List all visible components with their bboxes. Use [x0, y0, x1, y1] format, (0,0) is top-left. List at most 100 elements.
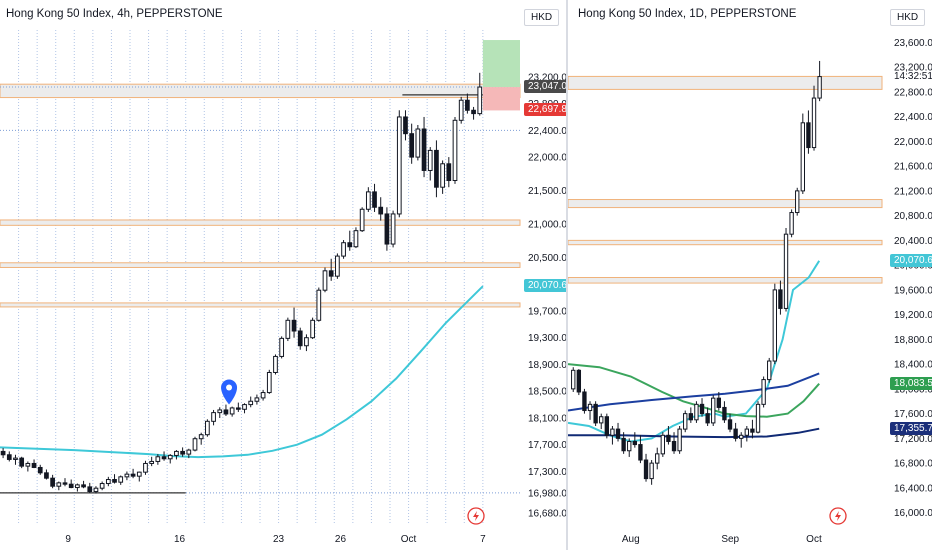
x-axis-tick-label: 9 [65, 534, 71, 545]
candle-body-bullish [772, 289, 778, 362]
candle-body-bullish [800, 122, 805, 192]
candle-body-bullish [205, 420, 210, 436]
price-tag: 23,047.0 [524, 80, 566, 94]
right-currency-label[interactable]: HKD [890, 9, 926, 26]
price-tag: 20,070.6 [524, 279, 566, 293]
candle [744, 426, 750, 442]
candle-body-bearish [409, 133, 415, 158]
left-currency-label[interactable]: HKD [524, 9, 560, 26]
candle [683, 410, 688, 433]
moving-average-line [568, 372, 820, 412]
price-tag: 22,697.8 [524, 103, 566, 117]
bar-countdown-clock: 14:32:51 [894, 70, 932, 82]
candle [722, 401, 727, 423]
candle-body-bullish [105, 479, 111, 485]
candle-body-bullish [359, 208, 365, 232]
candle-body-bearish [688, 413, 694, 421]
candle [755, 401, 761, 434]
pane-divider[interactable] [566, 0, 568, 550]
candle [248, 396, 254, 408]
candle [587, 401, 593, 420]
candle [180, 447, 185, 457]
candle-body-bullish [316, 289, 322, 321]
candle [365, 187, 371, 212]
candle [316, 287, 322, 322]
candle [68, 479, 74, 489]
y-axis-tick-label: 18,500.0 [528, 387, 566, 398]
y-axis-tick-label: 21,600.0 [894, 162, 932, 173]
right-chart-title: Hong Kong 50 Index, 1D, PEPPERSTONE [578, 8, 797, 20]
candle-body-bearish [180, 450, 185, 455]
y-axis-tick-label: 16,980.0 [528, 488, 566, 499]
candle [105, 476, 111, 487]
left-chart-pane[interactable]: 16,680.0 16,980.0 17,300.0 17,700.0 18,100.0… [0, 0, 566, 550]
candle-body-bullish [310, 319, 315, 339]
candle-body-bearish [347, 242, 353, 248]
candle-body-bullish [761, 379, 766, 405]
candle [285, 317, 291, 342]
y-axis-tick-label: 17,700.0 [528, 440, 566, 451]
candle-body-bullish [783, 233, 789, 309]
candle [671, 432, 677, 454]
candle-body-bullish [365, 191, 371, 210]
candle-body-bullish [744, 428, 750, 436]
candle-body-bullish [599, 416, 604, 424]
candle [310, 317, 315, 340]
candle [593, 401, 598, 426]
candle-body-bearish [671, 440, 677, 452]
candle-body-bearish [576, 369, 582, 393]
candle-body-bullish [341, 242, 346, 257]
candle-body-bearish [378, 206, 384, 215]
candle-body-bearish [434, 149, 439, 188]
x-axis-tick-label: Aug [622, 534, 640, 545]
candle-body-bullish [571, 369, 576, 390]
candle-body-bullish [211, 412, 216, 422]
candle [223, 404, 229, 416]
supply-demand-zone [0, 83, 521, 99]
candle [155, 454, 161, 465]
candle-body-bullish [767, 360, 772, 381]
supply-demand-zone [568, 239, 883, 246]
right-chart-canvas[interactable]: 16,000.0 16,400.0 16,800.0 17,200.0 17,600.0… [568, 0, 932, 550]
y-axis-tick-label: 20,500.0 [528, 253, 566, 264]
candle-body-bearish [6, 454, 12, 460]
candle-body-bearish [699, 403, 705, 415]
y-axis-tick-label: 16,680.0 [528, 508, 566, 519]
candle-body-bearish [421, 128, 427, 171]
candle [167, 454, 173, 464]
candle-body-bullish [136, 471, 142, 477]
candle-body-bullish [755, 403, 761, 433]
candle [99, 481, 105, 491]
candle-body-bullish [155, 456, 161, 462]
candle-body-bearish [615, 428, 621, 439]
candle [341, 240, 346, 259]
candle [621, 432, 626, 454]
left-chart-canvas[interactable]: 16,680.0 16,980.0 17,300.0 17,700.0 18,100.0… [0, 0, 566, 550]
candle [699, 398, 705, 417]
moving-average-line [568, 427, 820, 439]
candle-body-bullish [149, 460, 155, 464]
y-axis-tick-label: 16,400.0 [894, 483, 932, 494]
candle-body-bullish [198, 434, 204, 440]
candle [677, 426, 682, 454]
candle [136, 471, 142, 482]
candle [62, 478, 68, 487]
candle [87, 482, 93, 493]
candle-body-bullish [694, 403, 699, 421]
candle [471, 106, 476, 120]
candle [778, 280, 783, 315]
candle [93, 486, 99, 494]
candle [112, 474, 117, 484]
candle-body-bearish [44, 472, 49, 479]
candle-body-bearish [37, 466, 43, 474]
y-axis-tick-label: 23,600.0 [894, 38, 932, 49]
candle [211, 409, 216, 426]
candle-body-bullish [93, 487, 99, 493]
candle-body-bearish [666, 434, 671, 442]
right-chart-pane[interactable]: 16,000.0 16,400.0 16,800.0 17,200.0 17,600.0… [568, 0, 932, 550]
candle [396, 110, 402, 218]
candle-body-bullish [143, 462, 148, 473]
candle [390, 210, 396, 248]
location-pin-icon [221, 379, 238, 405]
candle-body-bullish [25, 462, 31, 467]
